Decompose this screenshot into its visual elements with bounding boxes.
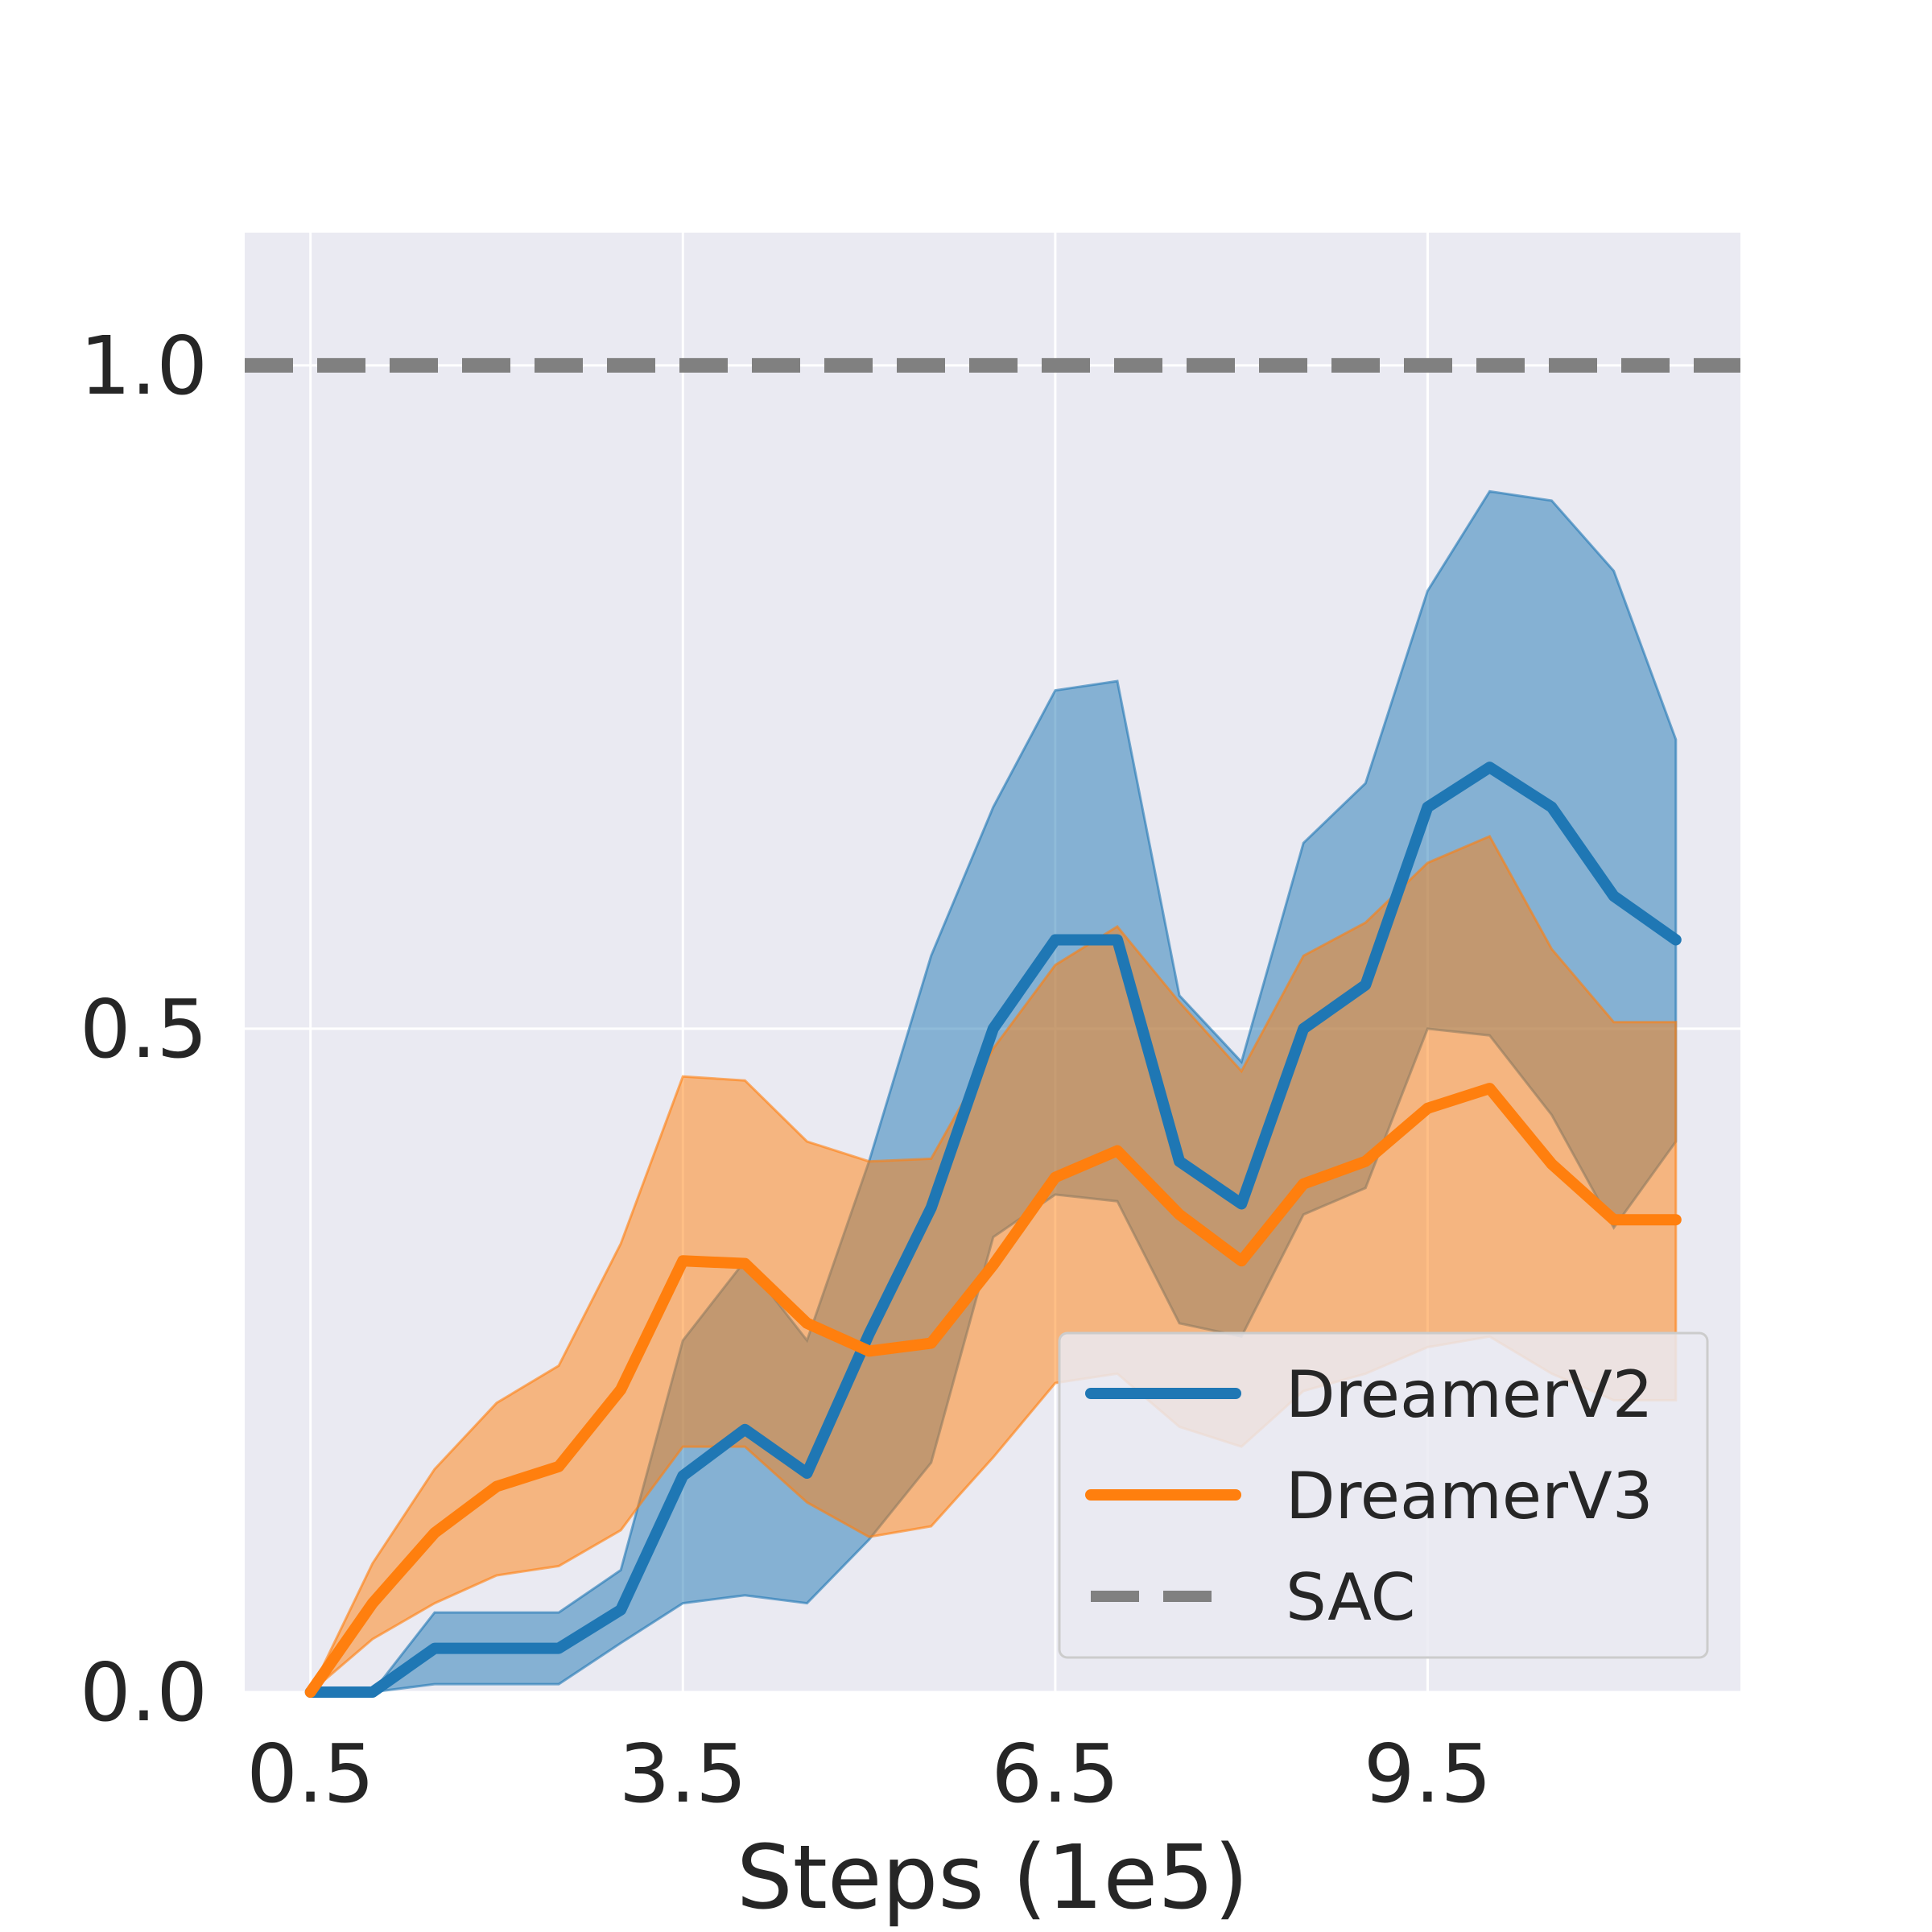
legend-box xyxy=(1058,1331,1709,1659)
y-tick-labels: 0.0 0.5 1.0 xyxy=(80,319,208,1740)
x-tick-label: 0.5 xyxy=(246,1727,374,1821)
y-tick-label: 1.0 xyxy=(80,319,208,413)
line-dreamerv3 xyxy=(304,1083,1682,1698)
legend: DreamerV2 DreamerV3 SAC xyxy=(1058,1331,1709,1659)
series-lines xyxy=(304,762,1682,1698)
legend-item-sac: SAC xyxy=(1091,1560,1415,1635)
x-tick-label: 9.5 xyxy=(1364,1727,1492,1821)
x-axis-label: Steps (1e5) xyxy=(737,1826,1249,1929)
legend-label: SAC xyxy=(1286,1560,1415,1635)
y-tick-label: 0.5 xyxy=(80,982,208,1076)
y-tick-label: 0.0 xyxy=(80,1645,208,1740)
legend-label: DreamerV2 xyxy=(1286,1357,1653,1432)
legend-items: DreamerV2 DreamerV3 SAC xyxy=(1085,1357,1653,1635)
legend-item-dreamerv2: DreamerV2 xyxy=(1085,1357,1653,1432)
x-tick-label: 6.5 xyxy=(991,1727,1119,1821)
x-tick-labels: 0.5 3.5 6.5 9.5 xyxy=(246,1727,1492,1821)
legend-item-dreamerv3: DreamerV3 xyxy=(1085,1459,1653,1534)
line-dreamerv2 xyxy=(304,762,1682,1698)
legend-label: DreamerV3 xyxy=(1286,1459,1653,1534)
x-tick-label: 3.5 xyxy=(619,1727,747,1821)
